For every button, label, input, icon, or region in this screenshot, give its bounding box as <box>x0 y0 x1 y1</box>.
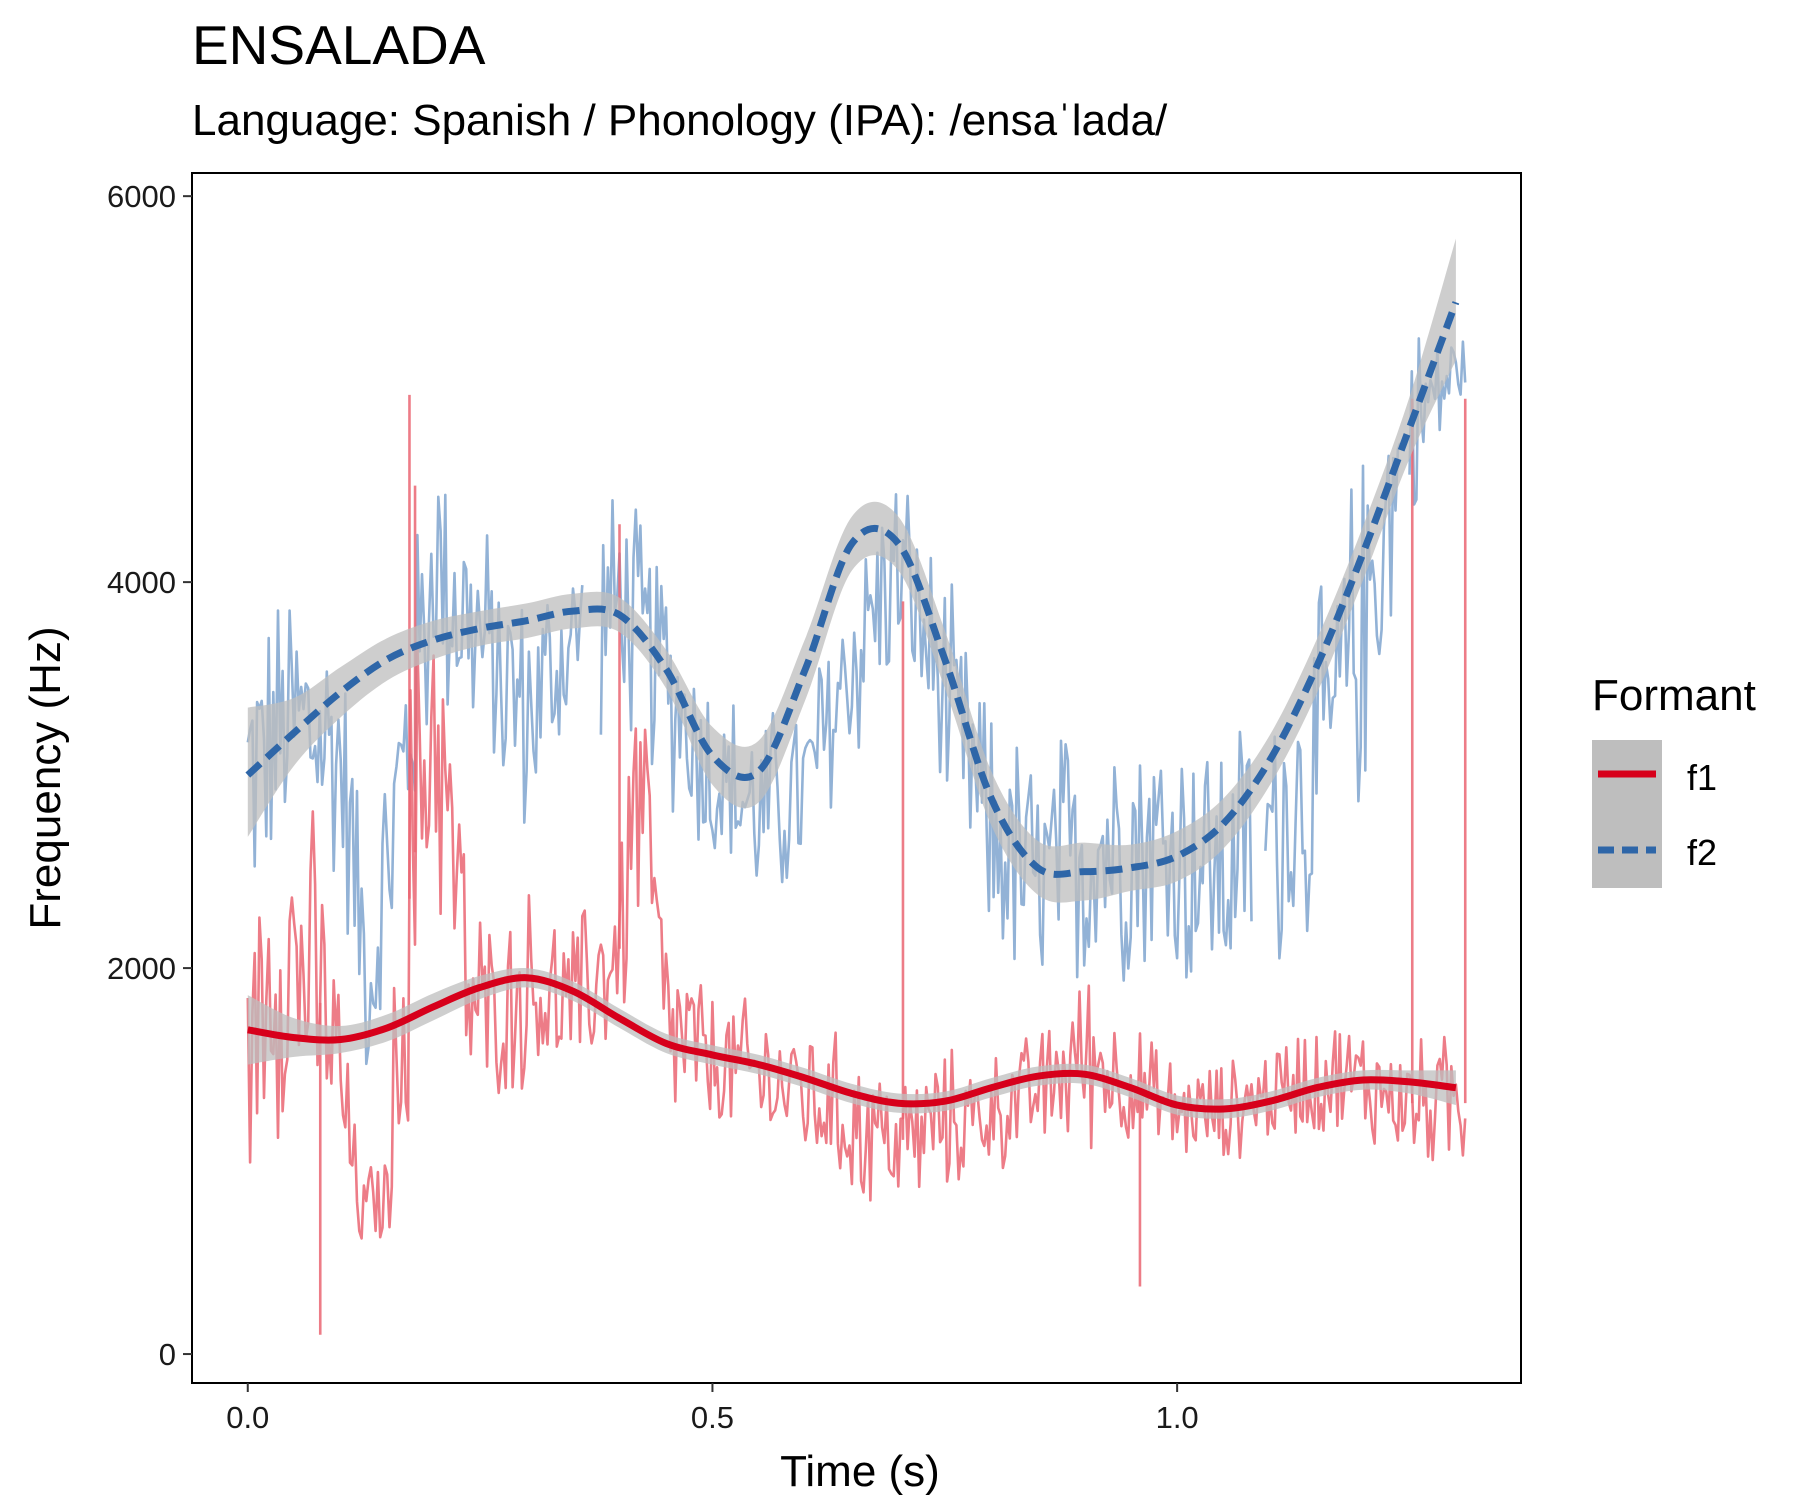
f2-smooth-line <box>245 301 1460 878</box>
f1-smooth-line <box>247 974 1457 1113</box>
y-tick-label: 4000 <box>107 565 176 600</box>
chart-title: ENSALADA <box>192 14 486 76</box>
legend-key-background <box>1592 740 1662 888</box>
x-tick-label: 1.0 <box>1156 1400 1199 1435</box>
confidence-ribbons-layer <box>247 238 1456 1119</box>
legend-title: Formant <box>1592 671 1756 720</box>
legend-label-f2: f2 <box>1687 832 1717 873</box>
x-axis-label: Time (s) <box>780 1447 940 1496</box>
axes-layer: 0 2000 4000 6000 0.0 0.5 1.0 <box>107 179 1199 1435</box>
y-axis-label: Frequency (Hz) <box>21 626 70 929</box>
y-tick-label: 2000 <box>107 951 176 986</box>
chart-subtitle: Language: Spanish / Phonology (IPA): /en… <box>192 96 1168 145</box>
smooth-lines-layer <box>245 301 1460 1113</box>
legend: Formant f1 f2 <box>1592 671 1756 888</box>
y-tick-label: 0 <box>159 1337 176 1372</box>
plot-panel-border <box>191 172 1522 1384</box>
f1-confidence-ribbon <box>247 967 1456 1119</box>
x-tick-label: 0.5 <box>691 1400 734 1435</box>
legend-label-f1: f1 <box>1687 757 1717 798</box>
f2-raw-track <box>1264 442 1402 960</box>
raw-tracks-layer <box>246 337 1467 1335</box>
x-tick-label: 0.0 <box>226 1400 269 1435</box>
y-tick-label: 6000 <box>107 179 176 214</box>
